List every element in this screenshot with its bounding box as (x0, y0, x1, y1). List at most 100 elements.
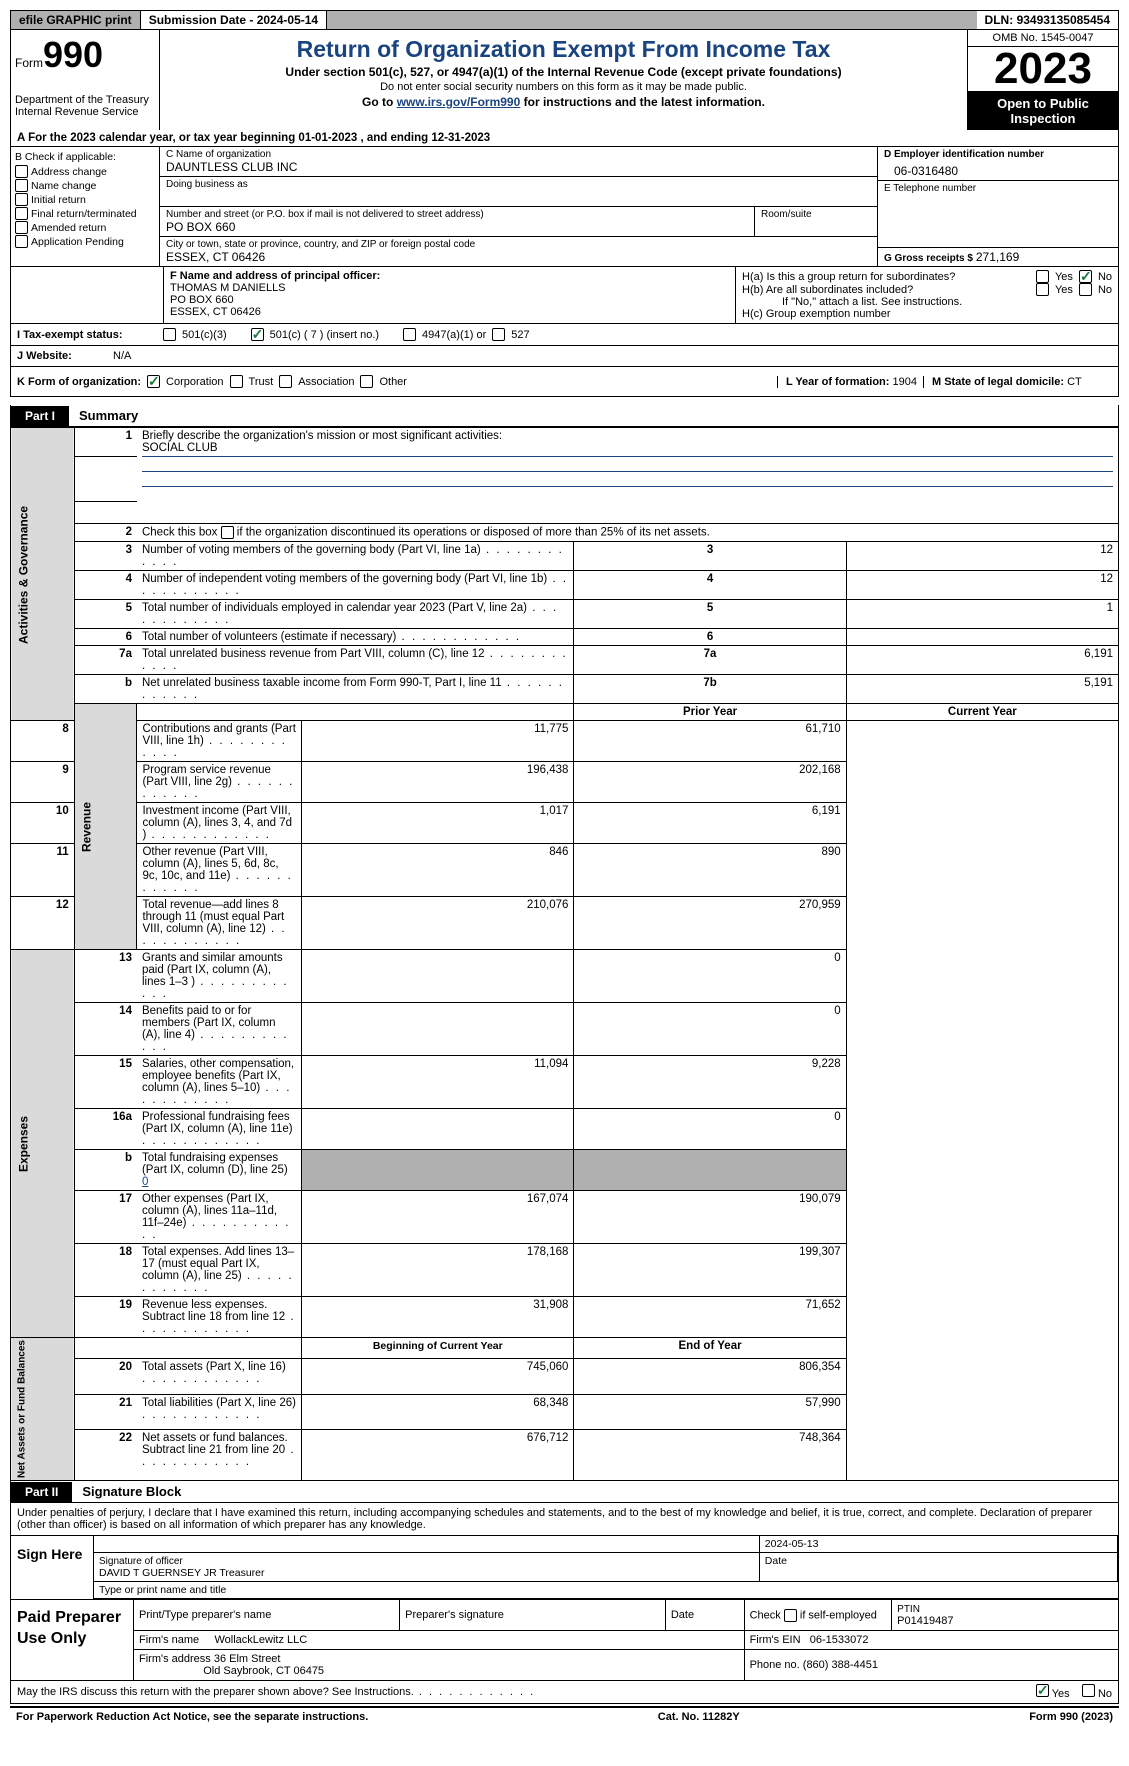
chk-527[interactable] (492, 328, 505, 341)
ln-18: 18 (74, 1244, 137, 1297)
chk-final-return[interactable] (15, 207, 28, 220)
ln-20: 20 (74, 1358, 137, 1394)
ln-12: 12 (11, 897, 75, 950)
chk-ha-no[interactable] (1079, 270, 1092, 283)
hc-label: H(c) Group exemption number (742, 308, 1112, 320)
ref-b: 7b (574, 675, 846, 704)
hb-no: No (1098, 284, 1112, 296)
department: Department of the Treasury Internal Reve… (15, 94, 155, 118)
chk-other[interactable] (360, 375, 373, 388)
chk-corp[interactable] (147, 375, 160, 388)
form-footer-a: Form (1029, 1711, 1060, 1723)
prior-17: 167,074 (302, 1191, 574, 1244)
prior-10: 1,017 (302, 803, 574, 844)
phone-value: (860) 388-4451 (803, 1659, 878, 1671)
section-b: B Check if applicable: Address change Na… (11, 147, 160, 266)
year-box: OMB No. 1545-0047 2023 Open to Public In… (967, 30, 1118, 130)
ln-7a: 7a (74, 646, 137, 675)
discuss-no: No (1098, 1688, 1112, 1700)
chk-501c[interactable] (251, 328, 264, 341)
curr-8: 61,710 (574, 721, 846, 762)
top-bar: efile GRAPHIC print Submission Date - 20… (10, 10, 1119, 30)
gross-label: G Gross receipts $ (884, 253, 973, 264)
sig-officer-label: Signature of officer (99, 1556, 183, 1567)
lbl-assoc: Association (298, 376, 354, 388)
firm-name-label: Firm's name (139, 1634, 199, 1646)
chk-assoc[interactable] (279, 375, 292, 388)
chk-trust[interactable] (230, 375, 243, 388)
tax-exempt-status-row: I Tax-exempt status: 501(c)(3) 501(c) ( … (10, 324, 1119, 346)
ln-22: 22 (74, 1430, 137, 1481)
officer-addr2: ESSEX, CT 06426 (170, 306, 261, 318)
ln-2: 2 (74, 524, 137, 542)
side-net: Net Assets or Fund Balances (11, 1338, 75, 1481)
chk-initial-return[interactable] (15, 193, 28, 206)
open-to-public: Open to Public Inspection (968, 92, 1118, 130)
ln-21: 21 (74, 1394, 137, 1430)
submission-date: Submission Date - 2024-05-14 (141, 11, 327, 29)
website-row: J Website: N/A (10, 346, 1119, 367)
k-l-m-row: K Form of organization: Corporation Trus… (10, 367, 1119, 397)
desc-19: Revenue less expenses. Subtract line 18 … (137, 1297, 302, 1338)
ptin-label: PTIN (897, 1604, 920, 1615)
ein-label: D Employer identification number (884, 149, 1112, 160)
prior-9: 196,438 (302, 762, 574, 803)
ln-b: b (74, 675, 137, 704)
efile-print-button[interactable]: efile GRAPHIC print (11, 11, 141, 29)
tax-year: 2023 (968, 47, 1118, 92)
firm-addr1: 36 Elm Street (214, 1653, 281, 1665)
q1-label: Briefly describe the organization's miss… (142, 430, 502, 442)
page-footer: For Paperwork Reduction Act Notice, see … (10, 1706, 1119, 1726)
lbl-address-change: Address change (31, 166, 107, 178)
firm-ein-label: Firm's EIN (750, 1634, 801, 1646)
curr-13: 0 (574, 950, 846, 1003)
perjury-declaration: Under penalties of perjury, I declare th… (11, 1503, 1118, 1536)
form-footer-b: 990 (1060, 1711, 1078, 1723)
desc-8: Contributions and grants (Part VIII, lin… (137, 721, 302, 762)
dln-value: 93493135085454 (1017, 13, 1110, 27)
q1-value: SOCIAL CLUB (142, 442, 218, 454)
irs-link[interactable]: www.irs.gov/Form990 (397, 95, 521, 109)
desc-4: Number of independent voting members of … (137, 571, 574, 600)
desc-21: Total liabilities (Part X, line 26) (137, 1394, 302, 1430)
prior-b (302, 1150, 574, 1191)
lbl-501c3: 501(c)(3) (182, 329, 227, 341)
val-3: 12 (846, 542, 1118, 571)
ln-10: 10 (11, 803, 75, 844)
chk-amended[interactable] (15, 221, 28, 234)
city-label: City or town, state or province, country… (166, 239, 871, 250)
lbl-initial-return: Initial return (31, 194, 86, 206)
ln-15: 15 (74, 1056, 137, 1109)
form-title: Return of Organization Exempt From Incom… (168, 36, 959, 63)
desc-5: Total number of individuals employed in … (137, 600, 574, 629)
part-1-title: Summary (69, 405, 148, 426)
chk-discuss-yes[interactable] (1036, 1684, 1049, 1697)
chk-name-change[interactable] (15, 179, 28, 192)
chk-ha-yes[interactable] (1036, 270, 1049, 283)
chk-discuss-no[interactable] (1082, 1684, 1095, 1697)
officer-signature: DAVID T GUERNSEY JR Treasurer (99, 1567, 265, 1579)
val-b: 5,191 (846, 675, 1118, 704)
ha-no: No (1098, 271, 1112, 283)
gross-value: 271,169 (976, 250, 1019, 264)
section-f: F Name and address of principal officer:… (164, 267, 736, 323)
note2-pre: Go to (362, 95, 397, 109)
chk-discontinued[interactable] (221, 526, 234, 539)
prep-h3: Date (665, 1600, 744, 1631)
chk-501c3[interactable] (163, 328, 176, 341)
chk-app-pending[interactable] (15, 235, 28, 248)
ln-13: 13 (74, 950, 137, 1003)
form-number-box: Form990 Department of the Treasury Inter… (11, 30, 160, 130)
part-1-header: Part I Summary (10, 405, 1119, 427)
chk-address-change[interactable] (15, 165, 28, 178)
lbl-other: Other (379, 376, 407, 388)
eoy-22: 748,364 (574, 1430, 846, 1481)
i-label: I Tax-exempt status: (17, 329, 157, 341)
lbl-app-pending: Application Pending (31, 236, 124, 248)
addr-value: PO BOX 660 (166, 220, 748, 234)
chk-hb-no[interactable] (1079, 283, 1092, 296)
chk-4947[interactable] (403, 328, 416, 341)
ln-4: 4 (74, 571, 137, 600)
chk-hb-yes[interactable] (1036, 283, 1049, 296)
chk-self-employed[interactable] (784, 1609, 797, 1622)
